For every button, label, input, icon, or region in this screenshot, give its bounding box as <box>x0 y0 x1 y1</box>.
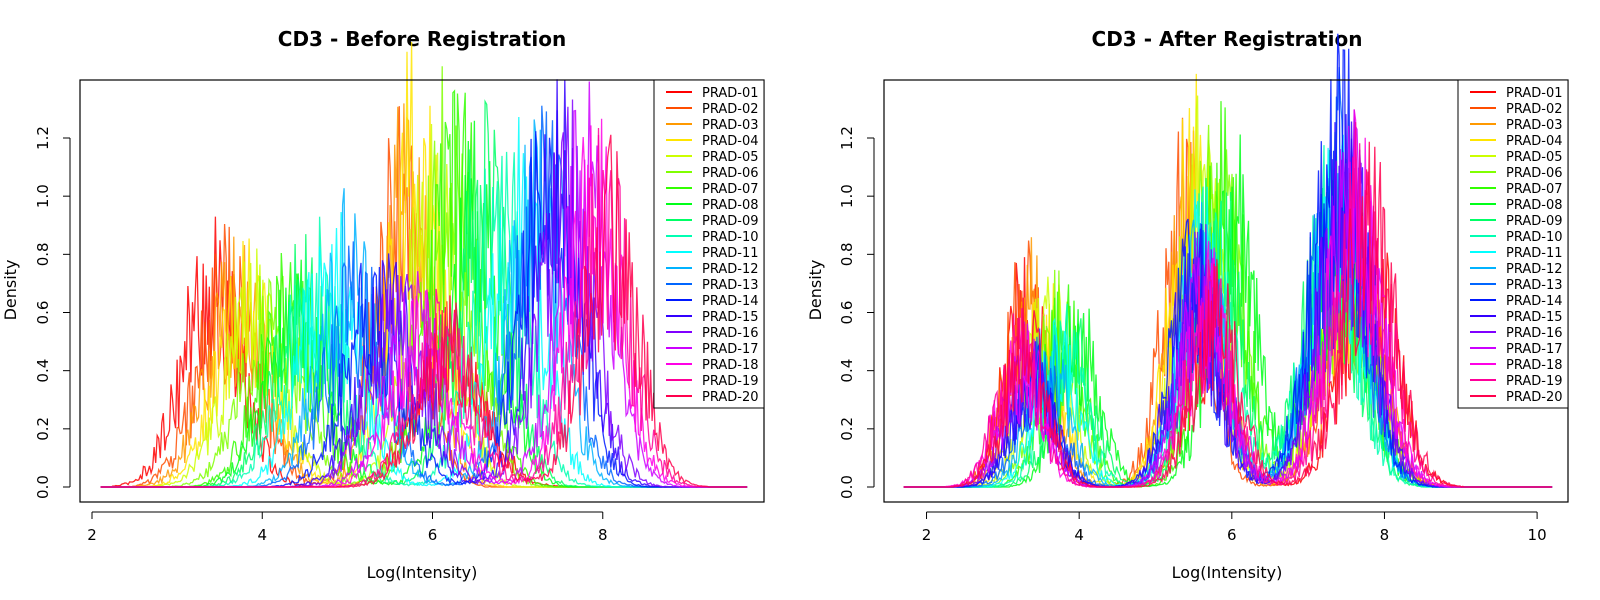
legend-label: PRAD-10 <box>702 230 758 245</box>
legend-label: PRAD-06 <box>1506 166 1562 181</box>
chart-after-registration: CD3 - After Registration Log(Intensity) … <box>806 27 1569 582</box>
x-tick-label: 2 <box>922 526 932 544</box>
legend-label: PRAD-05 <box>702 150 758 165</box>
legend-label: PRAD-06 <box>702 166 758 181</box>
legend-label: PRAD-18 <box>702 358 758 373</box>
legend-label: PRAD-08 <box>1506 198 1562 213</box>
legend-label: PRAD-07 <box>702 182 758 197</box>
legend-label: PRAD-16 <box>1506 326 1562 341</box>
legend-label: PRAD-02 <box>702 102 758 117</box>
chart-title: CD3 - Before Registration <box>278 27 566 51</box>
y-tick-label: 0.0 <box>34 475 52 499</box>
y-tick-label: 0.8 <box>838 242 856 266</box>
y-tick-label: 0.2 <box>838 417 856 441</box>
y-tick-label: 0.4 <box>838 359 856 383</box>
legend: PRAD-01PRAD-02PRAD-03PRAD-04PRAD-05PRAD-… <box>1457 79 1569 409</box>
axis-ticks: 2 4 6 8 0.0 0.2 0.4 0.6 0.8 1.0 1.2 <box>34 126 608 544</box>
chart-title: CD3 - After Registration <box>1092 27 1363 51</box>
legend-label: PRAD-04 <box>702 134 758 149</box>
legend-label: PRAD-15 <box>1506 310 1562 325</box>
density-line-prad-20 <box>100 134 748 488</box>
legend: PRAD-01PRAD-02PRAD-03PRAD-04PRAD-05PRAD-… <box>653 79 765 409</box>
legend-label: PRAD-11 <box>702 246 758 261</box>
legend-label: PRAD-08 <box>702 198 758 213</box>
x-axis-label: Log(Intensity) <box>1172 563 1283 582</box>
legend-label: PRAD-12 <box>1506 262 1562 277</box>
legend-label: PRAD-13 <box>1506 278 1562 293</box>
legend-label: PRAD-09 <box>1506 214 1562 229</box>
legend-label: PRAD-09 <box>702 214 758 229</box>
legend-label: PRAD-19 <box>1506 374 1562 389</box>
legend-label: PRAD-05 <box>1506 150 1562 165</box>
density-line-prad-20 <box>903 141 1553 488</box>
x-tick-label: 2 <box>87 526 97 544</box>
x-tick-label: 6 <box>428 526 438 544</box>
y-tick-label: 0.4 <box>34 359 52 383</box>
axis-ticks: 2 4 6 8 10 0.0 0.2 0.4 0.6 0.8 1.0 1.2 <box>838 126 1547 544</box>
legend-label: PRAD-03 <box>1506 118 1562 133</box>
y-tick-label: 1.0 <box>34 184 52 208</box>
legend-label: PRAD-01 <box>1506 86 1562 101</box>
legend-label: PRAD-15 <box>702 310 758 325</box>
legend-label: PRAD-10 <box>1506 230 1562 245</box>
x-axis-label: Log(Intensity) <box>367 563 478 582</box>
legend-label: PRAD-20 <box>702 390 758 405</box>
y-tick-label: 0.8 <box>34 242 52 266</box>
legend-box <box>1457 79 1569 409</box>
legend-label: PRAD-17 <box>1506 342 1562 357</box>
x-tick-label: 4 <box>257 526 267 544</box>
legend-label: PRAD-13 <box>702 278 758 293</box>
legend-label: PRAD-14 <box>1506 294 1562 309</box>
density-line-prad-19 <box>903 122 1553 488</box>
y-tick-label: 1.2 <box>838 126 856 150</box>
legend-label: PRAD-14 <box>702 294 758 309</box>
legend-label: PRAD-17 <box>702 342 758 357</box>
y-tick-label: 1.2 <box>34 126 52 150</box>
y-tick-label: 0.0 <box>838 475 856 499</box>
density-lines <box>100 41 748 488</box>
legend-label: PRAD-02 <box>1506 102 1562 117</box>
x-tick-label: 4 <box>1074 526 1084 544</box>
x-tick-label: 10 <box>1528 526 1547 544</box>
legend-label: PRAD-01 <box>702 86 758 101</box>
legend-label: PRAD-16 <box>702 326 758 341</box>
legend-label: PRAD-19 <box>702 374 758 389</box>
legend-label: PRAD-20 <box>1506 390 1562 405</box>
y-tick-label: 1.0 <box>838 184 856 208</box>
legend-label: PRAD-11 <box>1506 246 1562 261</box>
legend-label: PRAD-07 <box>1506 182 1562 197</box>
density-lines <box>903 33 1553 488</box>
y-tick-label: 0.6 <box>838 301 856 325</box>
legend-label: PRAD-18 <box>1506 358 1562 373</box>
x-tick-label: 8 <box>598 526 608 544</box>
legend-label: PRAD-03 <box>702 118 758 133</box>
x-tick-label: 6 <box>1227 526 1237 544</box>
legend-label: PRAD-12 <box>702 262 758 277</box>
y-axis-label: Density <box>1 260 20 321</box>
y-tick-label: 0.2 <box>34 417 52 441</box>
y-axis-label: Density <box>806 260 825 321</box>
chart-before-registration: CD3 - Before Registration Log(Intensity)… <box>1 27 765 582</box>
x-tick-label: 8 <box>1380 526 1390 544</box>
legend-label: PRAD-04 <box>1506 134 1562 149</box>
y-tick-label: 0.6 <box>34 301 52 325</box>
legend-box <box>653 79 765 409</box>
